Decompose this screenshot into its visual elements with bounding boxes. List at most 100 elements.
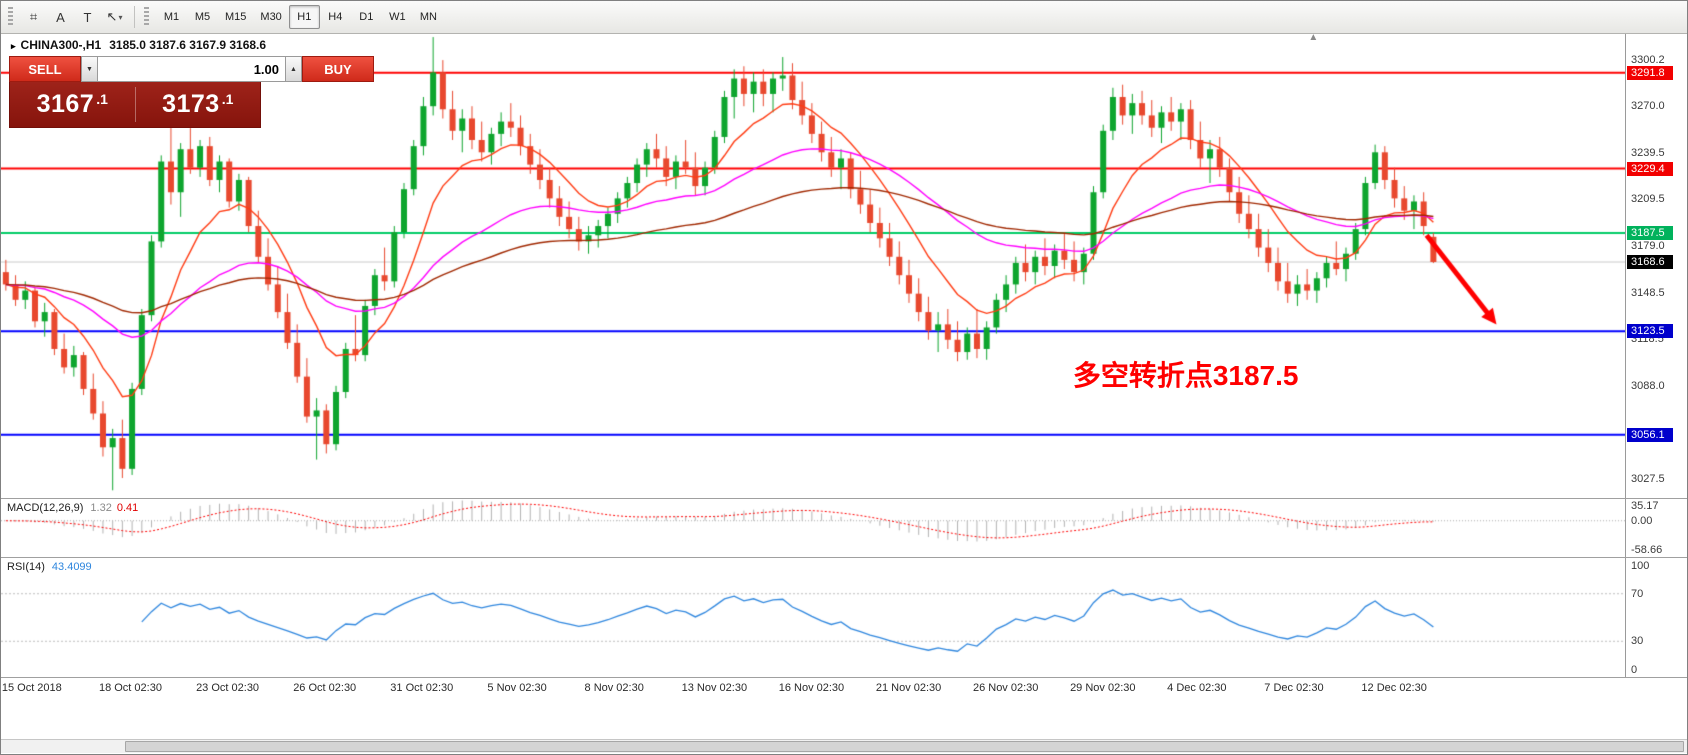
scrollbar-thumb[interactable] <box>125 741 1684 752</box>
sell-button[interactable]: SELL <box>9 56 81 82</box>
rsi-value: 43.4099 <box>51 561 92 573</box>
time-axis-label: 15 Oct 2018 <box>1 682 62 694</box>
timeframe-m30-button[interactable]: M30 <box>253 5 288 29</box>
text-label-icon: A <box>56 9 65 25</box>
time-axis-label: 29 Nov 02:30 <box>1070 682 1136 694</box>
chart-shift-marker-icon[interactable]: ▲ <box>1308 34 1319 43</box>
toolbar-grip-2[interactable] <box>144 7 149 27</box>
macd-signal-value: 0.41 <box>116 502 139 514</box>
text-tool-button[interactable]: T <box>74 5 101 29</box>
chart-window: ▸ CHINA300-,H1 3185.0 3187.6 3167.9 3168.6… <box>1 34 1687 754</box>
price-tick-label: 3239.5 <box>1631 147 1665 160</box>
timeframe-m15-button[interactable]: M15 <box>218 5 253 29</box>
rsi-tick-label: 0 <box>1631 664 1638 676</box>
time-axis-label: 5 Nov 02:30 <box>487 682 547 694</box>
volume-decrease-button[interactable]: ▼ <box>81 56 98 82</box>
price-tick-label: 3300.2 <box>1631 53 1665 66</box>
chart-text-annotation: 多空转折点3187.5 <box>1072 360 1299 392</box>
price-line-badge: 3123.5 <box>1627 324 1673 339</box>
volume-input[interactable] <box>98 56 285 82</box>
time-axis[interactable]: 15 Oct 2018 18 Oct 02:30 23 Oct 02:30 26 Oc… <box>1 677 1687 699</box>
time-axis-label: 18 Oct 02:30 <box>98 682 162 694</box>
symbol-name: CHINA300-,H1 <box>20 38 102 52</box>
rsi-tick-label: 100 <box>1631 560 1650 572</box>
sell-price-value: 3167 <box>36 90 95 118</box>
timeframe-h1-button[interactable]: H1 <box>288 5 320 29</box>
price-tick-label: 3088.0 <box>1631 379 1665 392</box>
price-tick-label: 3209.5 <box>1631 193 1665 206</box>
macd-tick-label: 0.00 <box>1631 514 1653 527</box>
time-axis-label: 16 Nov 02:30 <box>778 682 845 694</box>
price-line-badge: 3168.6 <box>1627 255 1673 269</box>
time-axis-label: 12 Dec 02:30 <box>1361 682 1427 694</box>
text-label-tool-button[interactable]: A <box>47 5 74 29</box>
time-axis-label: 26 Nov 02:30 <box>972 682 1039 694</box>
price-tick-label: 3270.0 <box>1631 100 1665 113</box>
macd-canvas[interactable] <box>1 499 1625 557</box>
time-axis-label: 23 Oct 02:30 <box>196 682 260 694</box>
arrow-icon: ↖ <box>106 9 118 24</box>
ohlc-values: 3185.0 3187.6 3167.9 3168.6 <box>109 38 267 52</box>
time-axis-label: 4 Dec 02:30 <box>1167 682 1227 694</box>
time-axis-label: 7 Dec 02:30 <box>1264 682 1324 694</box>
time-axis-label: 8 Nov 02:30 <box>584 682 644 694</box>
time-axis-label: 26 Oct 02:30 <box>293 682 357 694</box>
crosshair-tool-button[interactable]: ⌗ <box>20 5 47 29</box>
toolbar-separator <box>134 6 135 28</box>
arrow-tool-button[interactable]: ↖ ▾ <box>101 5 128 29</box>
timeframe-m5-button[interactable]: M5 <box>187 5 218 29</box>
volume-control: ▼ ▲ <box>81 56 302 82</box>
price-chart-canvas[interactable] <box>1 34 1625 498</box>
timeframe-w1-button[interactable]: W1 <box>382 5 413 29</box>
macd-tick-label: 35.17 <box>1631 500 1659 512</box>
horizontal-scrollbar[interactable] <box>1 739 1687 753</box>
rsi-plot: RSI(14) 43.4099 <box>1 558 1625 677</box>
rsi-axis[interactable]: 100 70 30 0 <box>1625 558 1687 677</box>
time-axis-label: 21 Nov 02:30 <box>875 682 942 694</box>
price-pane: ▸ CHINA300-,H1 3185.0 3187.6 3167.9 3168.6… <box>1 34 1687 498</box>
macd-tick-label: -58.66 <box>1631 544 1663 556</box>
macd-pane: MACD(12,26,9) 1.32 0.41 35.17 0.00 -58.66 <box>1 498 1687 557</box>
buy-price-fraction: .1 <box>221 90 234 107</box>
timeframe-d1-button[interactable]: D1 <box>351 5 382 29</box>
crosshair-icon: ⌗ <box>29 9 38 24</box>
time-axis-corner <box>1625 678 1687 699</box>
macd-name: MACD(12,26,9) <box>7 502 84 514</box>
macd-main-value: 1.32 <box>90 502 112 514</box>
text-icon: T <box>83 9 92 25</box>
time-axis-label: 31 Oct 02:30 <box>390 682 454 694</box>
rsi-label: RSI(14) 43.4099 <box>7 561 92 573</box>
symbol-ohlc-info: ▸ CHINA300-,H1 3185.0 3187.6 3167.9 3168.6 <box>11 38 266 52</box>
buy-button[interactable]: BUY <box>302 56 374 82</box>
chevron-down-icon: ▾ <box>118 12 123 22</box>
price-plot: ▸ CHINA300-,H1 3185.0 3187.6 3167.9 3168.6… <box>1 34 1625 498</box>
timeframe-h4-button[interactable]: H4 <box>320 5 351 29</box>
buy-price-value: 3173 <box>162 90 220 118</box>
sell-price-fraction: .1 <box>96 90 108 107</box>
price-line-badge: 3056.1 <box>1627 427 1673 442</box>
macd-label: MACD(12,26,9) 1.32 0.41 <box>7 502 138 514</box>
toolbar-grip[interactable] <box>8 7 13 27</box>
rsi-pane: RSI(14) 43.4099 100 70 30 0 <box>1 557 1687 677</box>
timeframe-m1-button[interactable]: M1 <box>156 5 187 29</box>
volume-increase-button[interactable]: ▲ <box>285 56 302 82</box>
rsi-tick-label: 30 <box>1631 635 1644 648</box>
top-toolbar: ⌗ A T ↖ ▾ M1 M5 M15 M30 H1 H4 D1 W1 MN <box>1 1 1687 34</box>
price-line-badge: 3291.8 <box>1627 65 1673 80</box>
macd-plot: MACD(12,26,9) 1.32 0.41 <box>1 499 1625 557</box>
price-axis[interactable]: 3300.2 3270.0 3239.5 3209.5 3179.0 3148.5 3118… <box>1625 34 1687 498</box>
price-line-badge: 3187.5 <box>1627 225 1673 240</box>
rsi-tick-label: 70 <box>1631 587 1644 600</box>
rsi-name: RSI(14) <box>7 561 45 573</box>
sell-price[interactable]: 3167.1 <box>10 82 135 127</box>
price-divider <box>134 87 136 122</box>
rsi-canvas[interactable] <box>1 558 1625 677</box>
price-tick-label: 3027.5 <box>1631 472 1665 485</box>
macd-axis[interactable]: 35.17 0.00 -58.66 <box>1625 499 1687 557</box>
timeframe-mn-button[interactable]: MN <box>413 5 444 29</box>
bottom-strip <box>1 699 1687 754</box>
time-labels: 15 Oct 2018 18 Oct 02:30 23 Oct 02:30 26 Oc… <box>1 678 1625 699</box>
buy-price[interactable]: 3173.1 <box>136 82 261 127</box>
price-tick-label: 3179.0 <box>1631 240 1665 253</box>
